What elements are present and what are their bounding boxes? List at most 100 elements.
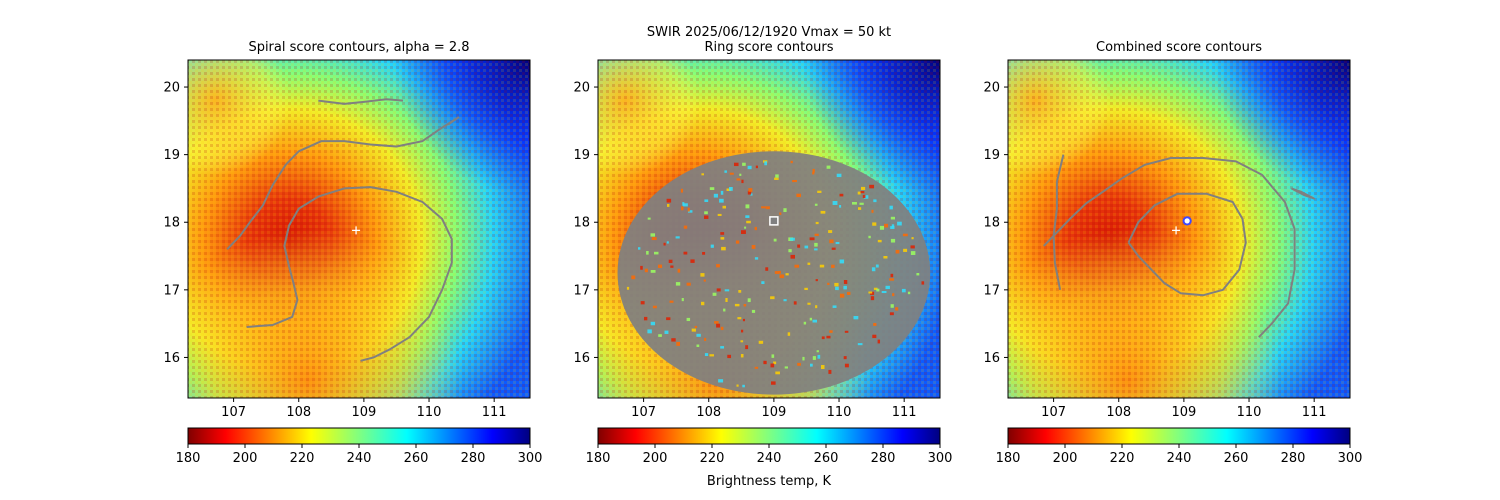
ring-speckle [682,202,685,206]
colorbar-tick-label: 260 [814,451,839,466]
ring-speckle [664,330,669,334]
ring-speckle [686,317,691,322]
ring-speckle [812,356,816,360]
colorbar-tick-label: 300 [518,451,543,466]
ring-speckle [758,340,764,344]
ring-speckle [755,165,758,169]
ring-speckle [907,291,911,295]
ring-speckle [775,174,779,178]
y-tick-label: 17 [983,283,1000,298]
colorbar [1007,427,1351,445]
colorbar-tick-label: 240 [757,451,782,466]
x-tick-label: 109 [1171,405,1196,420]
ring-speckle [844,363,849,368]
colorbar-tick-label: 300 [1338,451,1363,466]
ring-speckle [751,309,756,313]
ring-speckle [807,302,811,305]
ring-speckle [819,264,825,268]
ring-speckle [835,286,839,291]
ring-speckle [718,379,724,383]
ring-speckle [858,207,862,210]
ring-speckle [670,265,674,268]
ring-speckle [826,335,831,339]
ring-speckle [817,354,821,359]
ring-speckle [704,199,709,202]
ring-speckle [687,207,690,212]
ring-speckle [644,268,648,273]
ring-speckle [734,162,739,167]
suptitle: SWIR 2025/06/12/1920 Vmax = 50 kt [647,25,891,40]
ring-speckle [881,291,887,294]
ring-speckle [671,338,676,342]
ring-speckle [911,237,914,240]
pixel-texture [188,60,530,398]
ring-speckle [748,188,753,192]
ring-speckle [796,193,802,198]
ring-speckle [774,177,779,180]
ring-speckle [853,316,859,320]
ring-speckle [681,298,684,302]
ring-speckle [669,300,674,303]
ring-center-marker [769,216,779,226]
ring-speckle [884,223,889,228]
x-tick-label: 108 [696,405,721,420]
ring-speckle [773,361,777,365]
ring-speckle [746,220,751,224]
y-tick-label: 17 [163,283,180,298]
ring-speckle [683,225,688,229]
ring-speckle [704,211,708,215]
ring-speckle [814,242,818,247]
ring-speckle [835,242,840,245]
ring-speckle [877,239,882,243]
ring-speckle [696,333,701,337]
y-tick-label: 19 [983,148,1000,163]
ring-speckle [747,165,752,170]
ring-speckle [683,251,688,255]
ring-speckle [790,160,793,164]
ring-speckle [716,288,721,292]
ring-speckle [889,312,894,316]
ring-speckle [862,194,866,199]
colorbar-tick-label: 280 [461,451,486,466]
x-tick-label: 110 [1237,405,1262,420]
ring-speckle [875,264,879,268]
ring-speckle [736,178,741,181]
ring-speckle [727,354,732,359]
ring-speckle [763,360,767,365]
contour-line [1127,192,1247,297]
colorbar-tick-label: 220 [290,451,315,466]
ring-speckle [829,330,833,333]
ring-speckle [859,202,864,205]
ring-speckle [872,222,877,226]
ring-speckle [701,173,705,176]
axes-frame [1007,59,1351,399]
ring-speckle [640,301,645,305]
colorbar-tick-label: 220 [1110,451,1135,466]
ring-speckle [869,184,875,189]
ring-speckle [742,162,746,166]
ring-speckle [876,288,880,292]
ring-speckle [741,179,744,184]
ring-speckle [714,321,719,324]
ring-speckle [829,239,834,244]
ring-speckle [828,369,832,374]
ring-speckle [702,252,706,255]
ring-speckle [863,195,869,199]
colorbar-tick-label: 280 [1281,451,1306,466]
ring-speckle [821,336,825,340]
ring-speckle [647,217,651,220]
x-tick-label: 109 [351,405,376,420]
ring-speckle [764,161,768,166]
ring-speckle [720,237,725,240]
ring-speckle [783,208,787,213]
ring-speckle [885,285,890,290]
ring-speckle [676,341,681,346]
ring-speckle [852,202,857,205]
ring-speckle [713,193,718,198]
ring-speckle [712,292,717,296]
ring-speckle [646,251,649,255]
ring-speckle [817,190,822,193]
ring-speckle [771,381,776,385]
ring-speckle [797,244,801,248]
ring-speckle [770,363,775,368]
